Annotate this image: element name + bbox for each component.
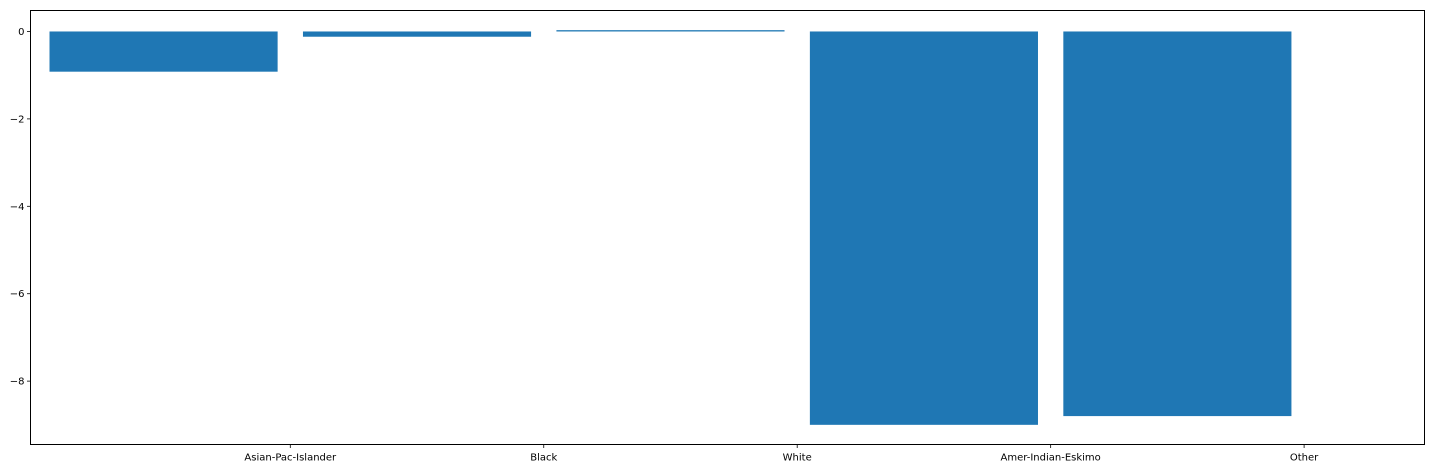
bars-group (49, 30, 1292, 425)
x-tick-label: White (783, 453, 812, 464)
bar-amer-indian-eskimo (809, 31, 1038, 425)
x-tick-label: Asian-Pac-Islander (244, 453, 337, 464)
y-tick-label: −8 (10, 377, 25, 388)
plot-frame (30, 10, 1425, 445)
x-tick-label: Black (530, 453, 557, 464)
x-tick-label: Other (1290, 453, 1319, 464)
y-tick-label: −2 (10, 114, 25, 125)
bar-other (1063, 31, 1292, 417)
y-tick-label: 0 (18, 27, 24, 38)
y-tick-label: −4 (10, 202, 25, 213)
y-tick-label: −6 (10, 289, 25, 300)
bar-white (556, 30, 785, 32)
y-axis: 0 −2 −4 −6 −8 (10, 27, 31, 388)
x-axis: Asian-Pac-Islander Black White Amer-Indian-… (244, 444, 1319, 464)
bar-black (302, 31, 532, 37)
x-tick-label: Amer-Indian-Eskimo (1001, 453, 1101, 464)
bar-asian-pac-islander (49, 31, 278, 72)
